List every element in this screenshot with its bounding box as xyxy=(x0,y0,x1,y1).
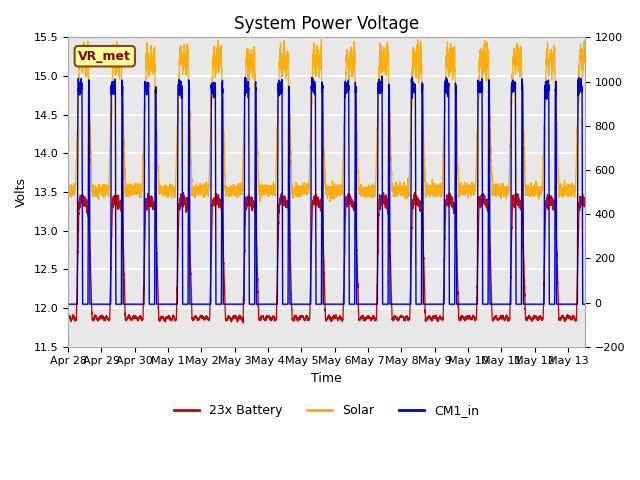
Text: VR_met: VR_met xyxy=(78,50,131,63)
Title: System Power Voltage: System Power Voltage xyxy=(234,15,419,33)
Y-axis label: Volts: Volts xyxy=(15,177,28,207)
Legend: 23x Battery, Solar, CM1_in: 23x Battery, Solar, CM1_in xyxy=(169,399,484,422)
X-axis label: Time: Time xyxy=(311,372,342,385)
